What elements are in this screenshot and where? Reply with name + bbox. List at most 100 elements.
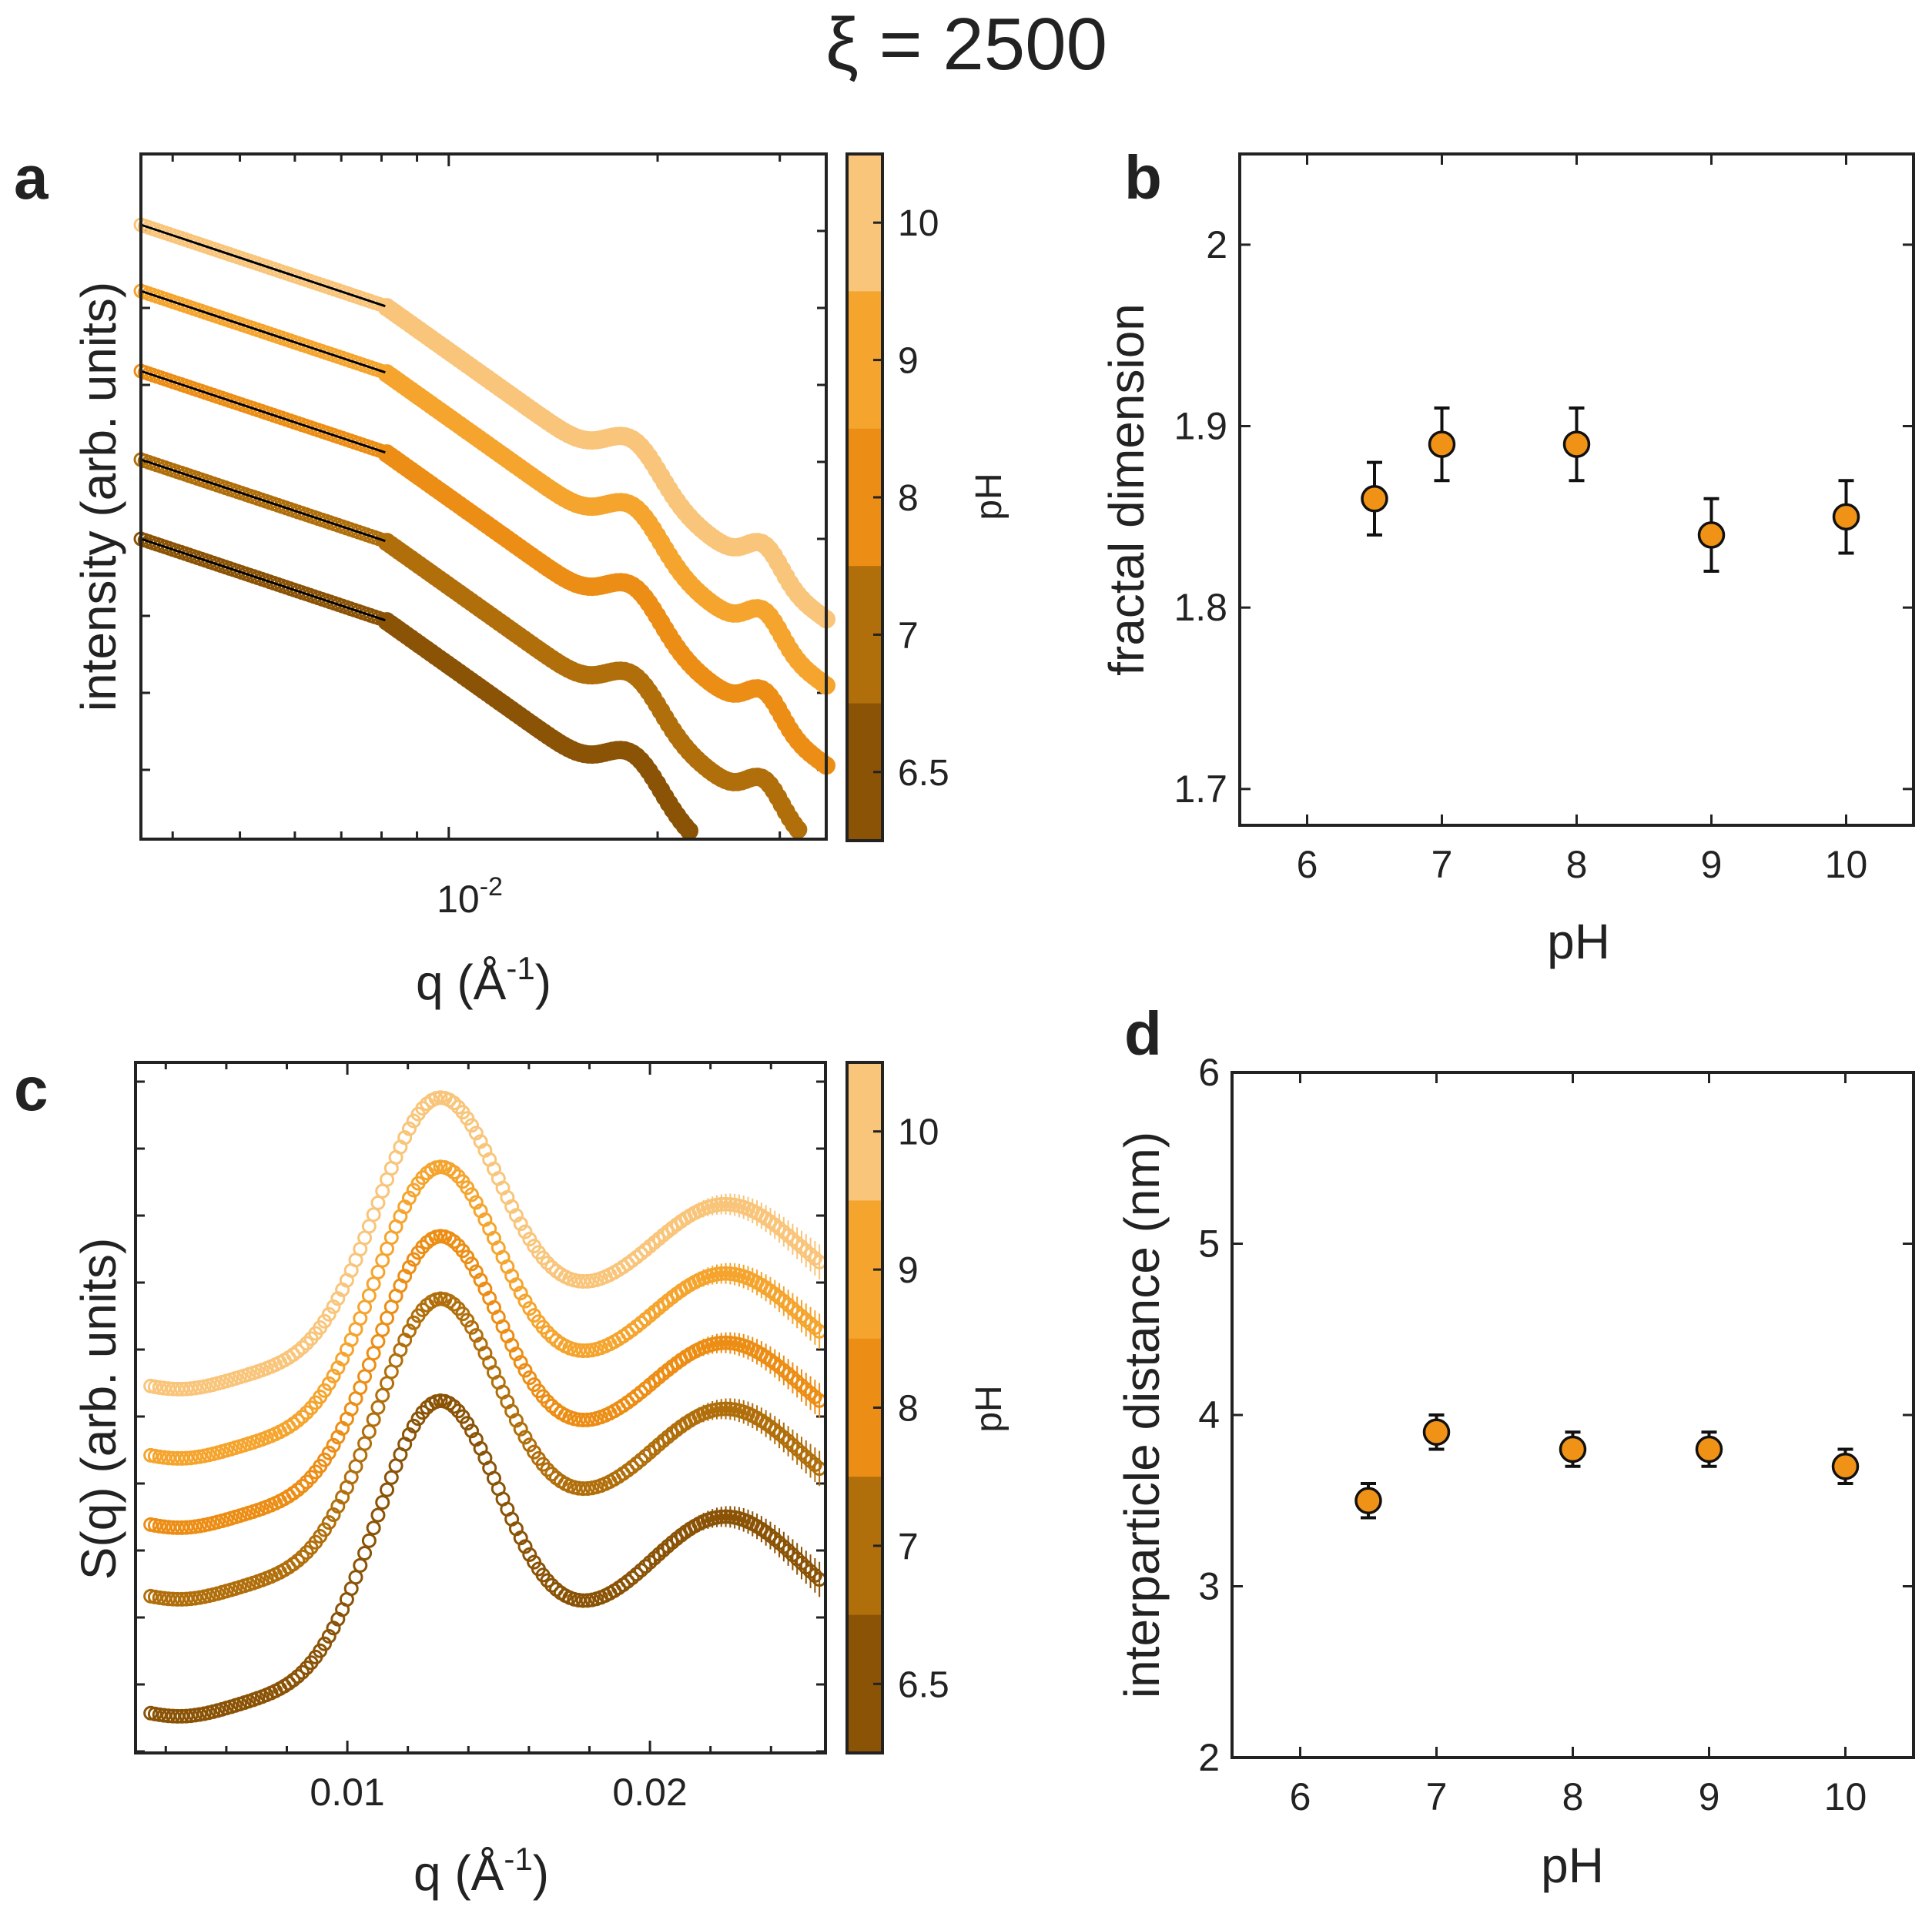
data-point	[295, 1478, 310, 1494]
data-point	[785, 1547, 800, 1563]
data-point	[321, 1445, 337, 1460]
data-point	[179, 1381, 194, 1397]
data-point	[370, 1333, 386, 1349]
data-point	[179, 1450, 194, 1466]
data-point	[629, 1567, 645, 1582]
data-point	[460, 1313, 475, 1328]
data-point	[1428, 430, 1456, 458]
panel-b-frame	[1238, 152, 1915, 827]
panel-a-frame	[139, 152, 828, 841]
data-point	[513, 1216, 528, 1232]
data-point	[642, 1554, 658, 1570]
data-point	[776, 1539, 792, 1554]
data-point	[321, 1376, 337, 1391]
data-point	[517, 1430, 533, 1445]
fit-line	[140, 370, 386, 454]
data-point	[1422, 1418, 1451, 1446]
data-point	[781, 1543, 796, 1558]
data-point	[575, 1593, 591, 1608]
data-point	[1695, 1435, 1723, 1463]
data-point	[370, 1195, 386, 1210]
data-point	[370, 1507, 386, 1523]
series-6.5	[133, 531, 698, 841]
panel-label-d: d	[1124, 999, 1162, 1068]
data-point	[464, 1187, 480, 1203]
panel-label-a: a	[14, 143, 49, 212]
data-point	[575, 1343, 591, 1359]
x-tick-label: 6	[1297, 843, 1318, 886]
colorbar-a-label: pH	[969, 473, 1010, 520]
data-point	[290, 1669, 306, 1684]
panel-d-interparticle-distance-plot: 6 7 8 9 10 2 3 4 5 6	[1198, 1051, 1914, 1818]
data-point	[468, 1264, 484, 1279]
data-point	[464, 1118, 480, 1133]
data-point	[380, 1482, 395, 1497]
series-7	[143, 1291, 827, 1607]
data-point	[1354, 1487, 1382, 1514]
data-point	[370, 1400, 386, 1415]
data-point	[415, 1302, 430, 1317]
data-point	[464, 1256, 480, 1272]
data-point	[807, 1567, 822, 1583]
data-point	[326, 1368, 341, 1383]
data-point	[383, 1470, 399, 1485]
y-tick-label: 5	[1198, 1223, 1220, 1266]
data-point	[446, 1234, 461, 1249]
data-point	[366, 1520, 381, 1536]
y-tick-label: 1.8	[1174, 586, 1227, 629]
data-point	[1361, 485, 1388, 513]
panel-label-b: b	[1124, 143, 1162, 212]
data-point	[651, 1547, 667, 1562]
x-tick-label: 6	[1290, 1775, 1311, 1818]
data-point	[517, 1293, 533, 1309]
data-point	[299, 1405, 314, 1420]
series-7	[133, 452, 808, 839]
data-point	[401, 1121, 417, 1136]
data-point	[718, 1335, 734, 1350]
series-10	[133, 217, 835, 629]
data-point	[508, 1208, 524, 1223]
data-point	[295, 1340, 310, 1355]
data-point	[357, 1546, 373, 1561]
data-point	[348, 1570, 363, 1585]
data-point	[401, 1259, 417, 1275]
data-point	[638, 1559, 653, 1574]
data-point	[517, 1224, 533, 1239]
data-point	[517, 1363, 533, 1378]
data-point	[803, 1564, 819, 1579]
x-tick-label: 10	[1825, 843, 1868, 886]
data-point	[380, 1376, 395, 1391]
data-point	[1697, 521, 1726, 549]
data-point	[508, 1277, 524, 1293]
data-point	[575, 1481, 591, 1497]
colorbar-tick-label: 7	[898, 615, 919, 656]
x-tick-label: 7	[1431, 843, 1453, 886]
x-tick-label: 0.01	[310, 1771, 384, 1814]
data-point	[299, 1336, 314, 1351]
data-point	[361, 1424, 377, 1440]
data-point	[415, 1101, 430, 1116]
data-point	[446, 1095, 461, 1111]
data-point	[544, 1577, 560, 1593]
data-point	[544, 1467, 560, 1482]
data-point	[366, 1276, 381, 1292]
x-tick-label: 7	[1426, 1775, 1448, 1818]
data-point	[794, 1555, 809, 1570]
data-point	[316, 1636, 332, 1651]
data-point	[540, 1256, 555, 1271]
panel-label-c: c	[14, 1055, 49, 1123]
data-point	[718, 1266, 734, 1281]
data-point	[375, 1387, 390, 1403]
series-8	[143, 1229, 827, 1535]
data-point	[785, 1437, 800, 1453]
data-point	[513, 1355, 528, 1370]
data-point	[321, 1628, 337, 1644]
colorbar-tick-label: 6.5	[898, 753, 949, 794]
series-9	[133, 283, 835, 695]
colorbar-tick-label: 8	[898, 478, 919, 519]
fit-line	[140, 537, 386, 622]
data-point	[357, 1436, 373, 1451]
y-tick-label: 6	[1198, 1051, 1220, 1094]
data-point	[415, 1170, 430, 1186]
